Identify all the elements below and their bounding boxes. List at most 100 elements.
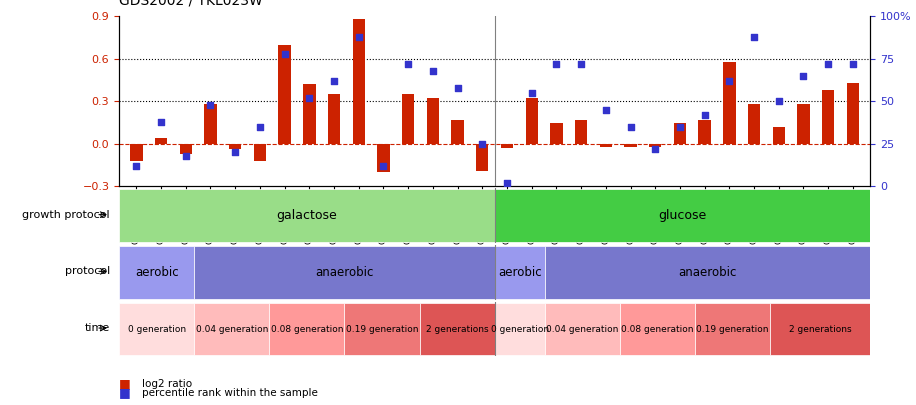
Bar: [699, 119, 711, 144]
FancyBboxPatch shape: [495, 303, 545, 355]
Bar: [204, 104, 217, 144]
Bar: [452, 119, 463, 144]
Point: [648, 146, 662, 152]
FancyBboxPatch shape: [194, 303, 269, 355]
Text: ■: ■: [119, 377, 131, 390]
Bar: [278, 45, 290, 144]
Point: [376, 163, 391, 169]
Point: [771, 98, 786, 104]
FancyBboxPatch shape: [545, 303, 620, 355]
Point: [722, 78, 736, 84]
Bar: [649, 144, 661, 147]
Point: [129, 163, 144, 169]
FancyBboxPatch shape: [119, 303, 194, 355]
Point: [475, 141, 490, 147]
Bar: [674, 122, 686, 144]
Point: [278, 50, 292, 57]
Bar: [328, 94, 340, 144]
Text: aerobic: aerobic: [498, 266, 541, 279]
Text: anaerobic: anaerobic: [315, 266, 374, 279]
Point: [203, 101, 218, 108]
FancyBboxPatch shape: [770, 303, 870, 355]
Text: 2 generations: 2 generations: [789, 324, 852, 334]
Text: growth protocol: growth protocol: [22, 210, 110, 220]
FancyBboxPatch shape: [420, 303, 495, 355]
FancyBboxPatch shape: [545, 246, 870, 298]
Text: 0.04 generation: 0.04 generation: [546, 324, 618, 334]
Text: 0.08 generation: 0.08 generation: [621, 324, 693, 334]
Text: 0.04 generation: 0.04 generation: [195, 324, 268, 334]
Bar: [303, 84, 315, 144]
Text: GDS2002 / YKL023W: GDS2002 / YKL023W: [119, 0, 263, 7]
Point: [179, 152, 193, 159]
Text: log2 ratio: log2 ratio: [142, 379, 192, 389]
Bar: [747, 104, 760, 144]
Point: [154, 118, 169, 125]
FancyBboxPatch shape: [269, 303, 344, 355]
Bar: [427, 98, 439, 144]
Bar: [846, 83, 859, 144]
Point: [352, 33, 366, 40]
Point: [524, 90, 539, 96]
Text: glucose: glucose: [659, 209, 706, 222]
Text: galactose: galactose: [277, 209, 337, 222]
Point: [426, 67, 441, 74]
Text: 0 generation: 0 generation: [491, 324, 549, 334]
Bar: [476, 144, 488, 171]
Text: anaerobic: anaerobic: [678, 266, 736, 279]
Text: protocol: protocol: [65, 266, 110, 276]
FancyBboxPatch shape: [119, 246, 194, 298]
Bar: [772, 127, 785, 144]
FancyBboxPatch shape: [344, 303, 420, 355]
FancyBboxPatch shape: [695, 303, 770, 355]
Bar: [600, 144, 612, 147]
FancyBboxPatch shape: [194, 246, 495, 298]
Text: percentile rank within the sample: percentile rank within the sample: [142, 388, 318, 398]
Point: [499, 180, 514, 186]
Bar: [575, 119, 587, 144]
Text: 0.19 generation: 0.19 generation: [345, 324, 419, 334]
Text: ■: ■: [119, 386, 131, 399]
Point: [796, 72, 811, 79]
Bar: [353, 19, 365, 144]
Point: [623, 124, 638, 130]
Bar: [501, 144, 513, 148]
Point: [451, 84, 465, 91]
Point: [821, 61, 835, 67]
Point: [573, 61, 588, 67]
Bar: [254, 144, 266, 161]
Text: 2 generations: 2 generations: [426, 324, 488, 334]
Point: [302, 95, 317, 101]
FancyBboxPatch shape: [620, 303, 695, 355]
Text: 0.19 generation: 0.19 generation: [696, 324, 769, 334]
Bar: [180, 144, 192, 153]
Text: aerobic: aerobic: [135, 266, 179, 279]
Point: [697, 112, 712, 118]
FancyBboxPatch shape: [119, 190, 495, 242]
Bar: [724, 62, 736, 144]
Bar: [377, 144, 389, 172]
Point: [747, 33, 761, 40]
Text: 0.08 generation: 0.08 generation: [270, 324, 344, 334]
Bar: [130, 144, 143, 161]
Bar: [797, 104, 810, 144]
Point: [401, 61, 416, 67]
Bar: [155, 138, 168, 144]
Bar: [625, 144, 637, 147]
Point: [228, 149, 243, 156]
Point: [549, 61, 563, 67]
FancyBboxPatch shape: [495, 190, 870, 242]
Point: [845, 61, 860, 67]
Point: [598, 107, 613, 113]
Bar: [822, 90, 834, 144]
Text: time: time: [84, 323, 110, 333]
Point: [327, 78, 342, 84]
Bar: [551, 122, 562, 144]
Bar: [229, 144, 242, 149]
Point: [253, 124, 267, 130]
Point: [672, 124, 687, 130]
FancyBboxPatch shape: [495, 246, 545, 298]
Bar: [402, 94, 414, 144]
Text: 0 generation: 0 generation: [127, 324, 186, 334]
Bar: [526, 98, 538, 144]
